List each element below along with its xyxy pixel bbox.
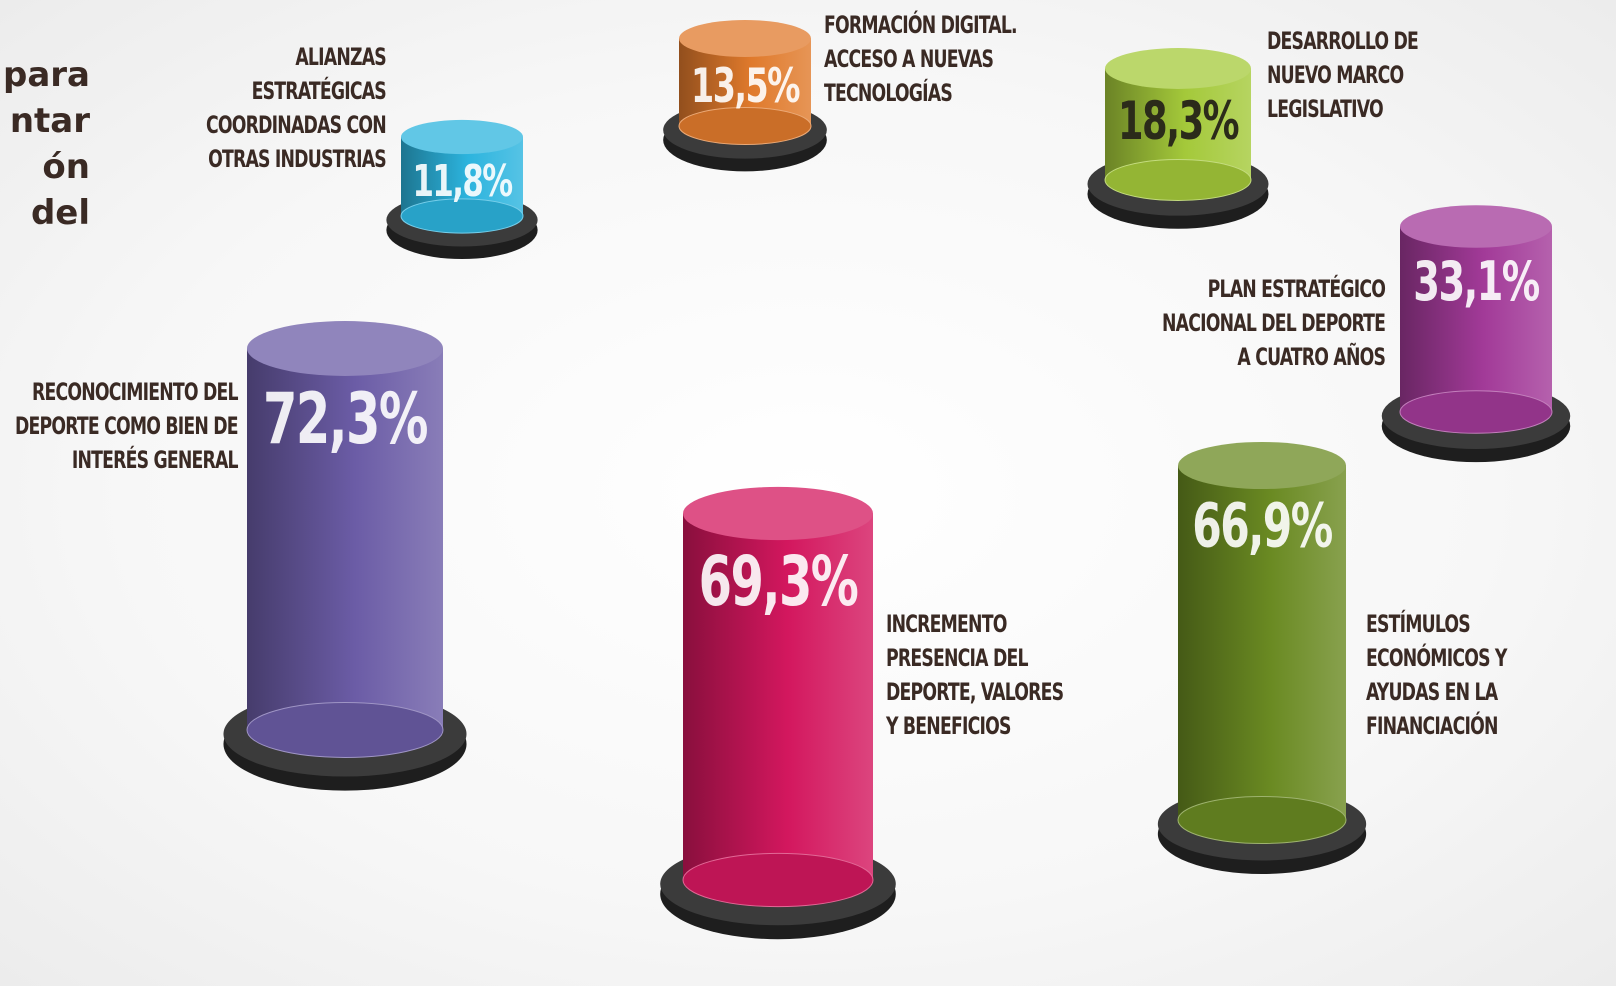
cylinder-bottom [1400, 391, 1552, 434]
cylinder-top [1105, 48, 1251, 89]
cylinder-top [247, 321, 443, 376]
value-label: 33,1% [1413, 248, 1539, 313]
cylinder-top [401, 120, 523, 154]
cylinder-bottom [1105, 160, 1251, 201]
category-label: ALIANZAS ESTRATÉGICAS COORDINADAS CON OT… [206, 40, 386, 176]
category-label: DESARROLLO DE NUEVO MARCO LEGISLATIVO [1267, 24, 1418, 126]
value-label: 66,9% [1192, 491, 1332, 561]
category-label: PLAN ESTRATÉGICO NACIONAL DEL DEPORTE A … [1162, 272, 1385, 374]
category-label: FORMACIÓN DIGITAL. ACCESO A NUEVAS TECNO… [824, 8, 1017, 110]
category-label: INCREMENTO PRESENCIA DEL DEPORTE, VALORE… [886, 607, 1063, 743]
cylinder-top [1400, 205, 1552, 248]
cylinder-bottom [683, 853, 873, 906]
cylinder-bottom [247, 703, 443, 758]
category-label: ESTÍMULOS ECONÓMICOS Y AYUDAS EN LA FINA… [1366, 607, 1507, 743]
value-label: 69,3% [699, 543, 858, 622]
cylinder-top [1178, 442, 1346, 489]
cylinder-top [679, 20, 811, 57]
page: para ntar ón del 72,3%69,3%66,9%33,1%18,… [0, 0, 1616, 986]
value-label: 72,3% [263, 377, 428, 460]
category-label: RECONOCIMIENTO DEL DEPORTE COMO BIEN DE … [15, 375, 238, 477]
cylinder-bottom [1178, 796, 1346, 843]
value-label: 18,3% [1118, 91, 1239, 152]
value-label: 11,8% [412, 156, 512, 207]
cylinder-top [683, 487, 873, 540]
value-label: 13,5% [691, 59, 800, 115]
